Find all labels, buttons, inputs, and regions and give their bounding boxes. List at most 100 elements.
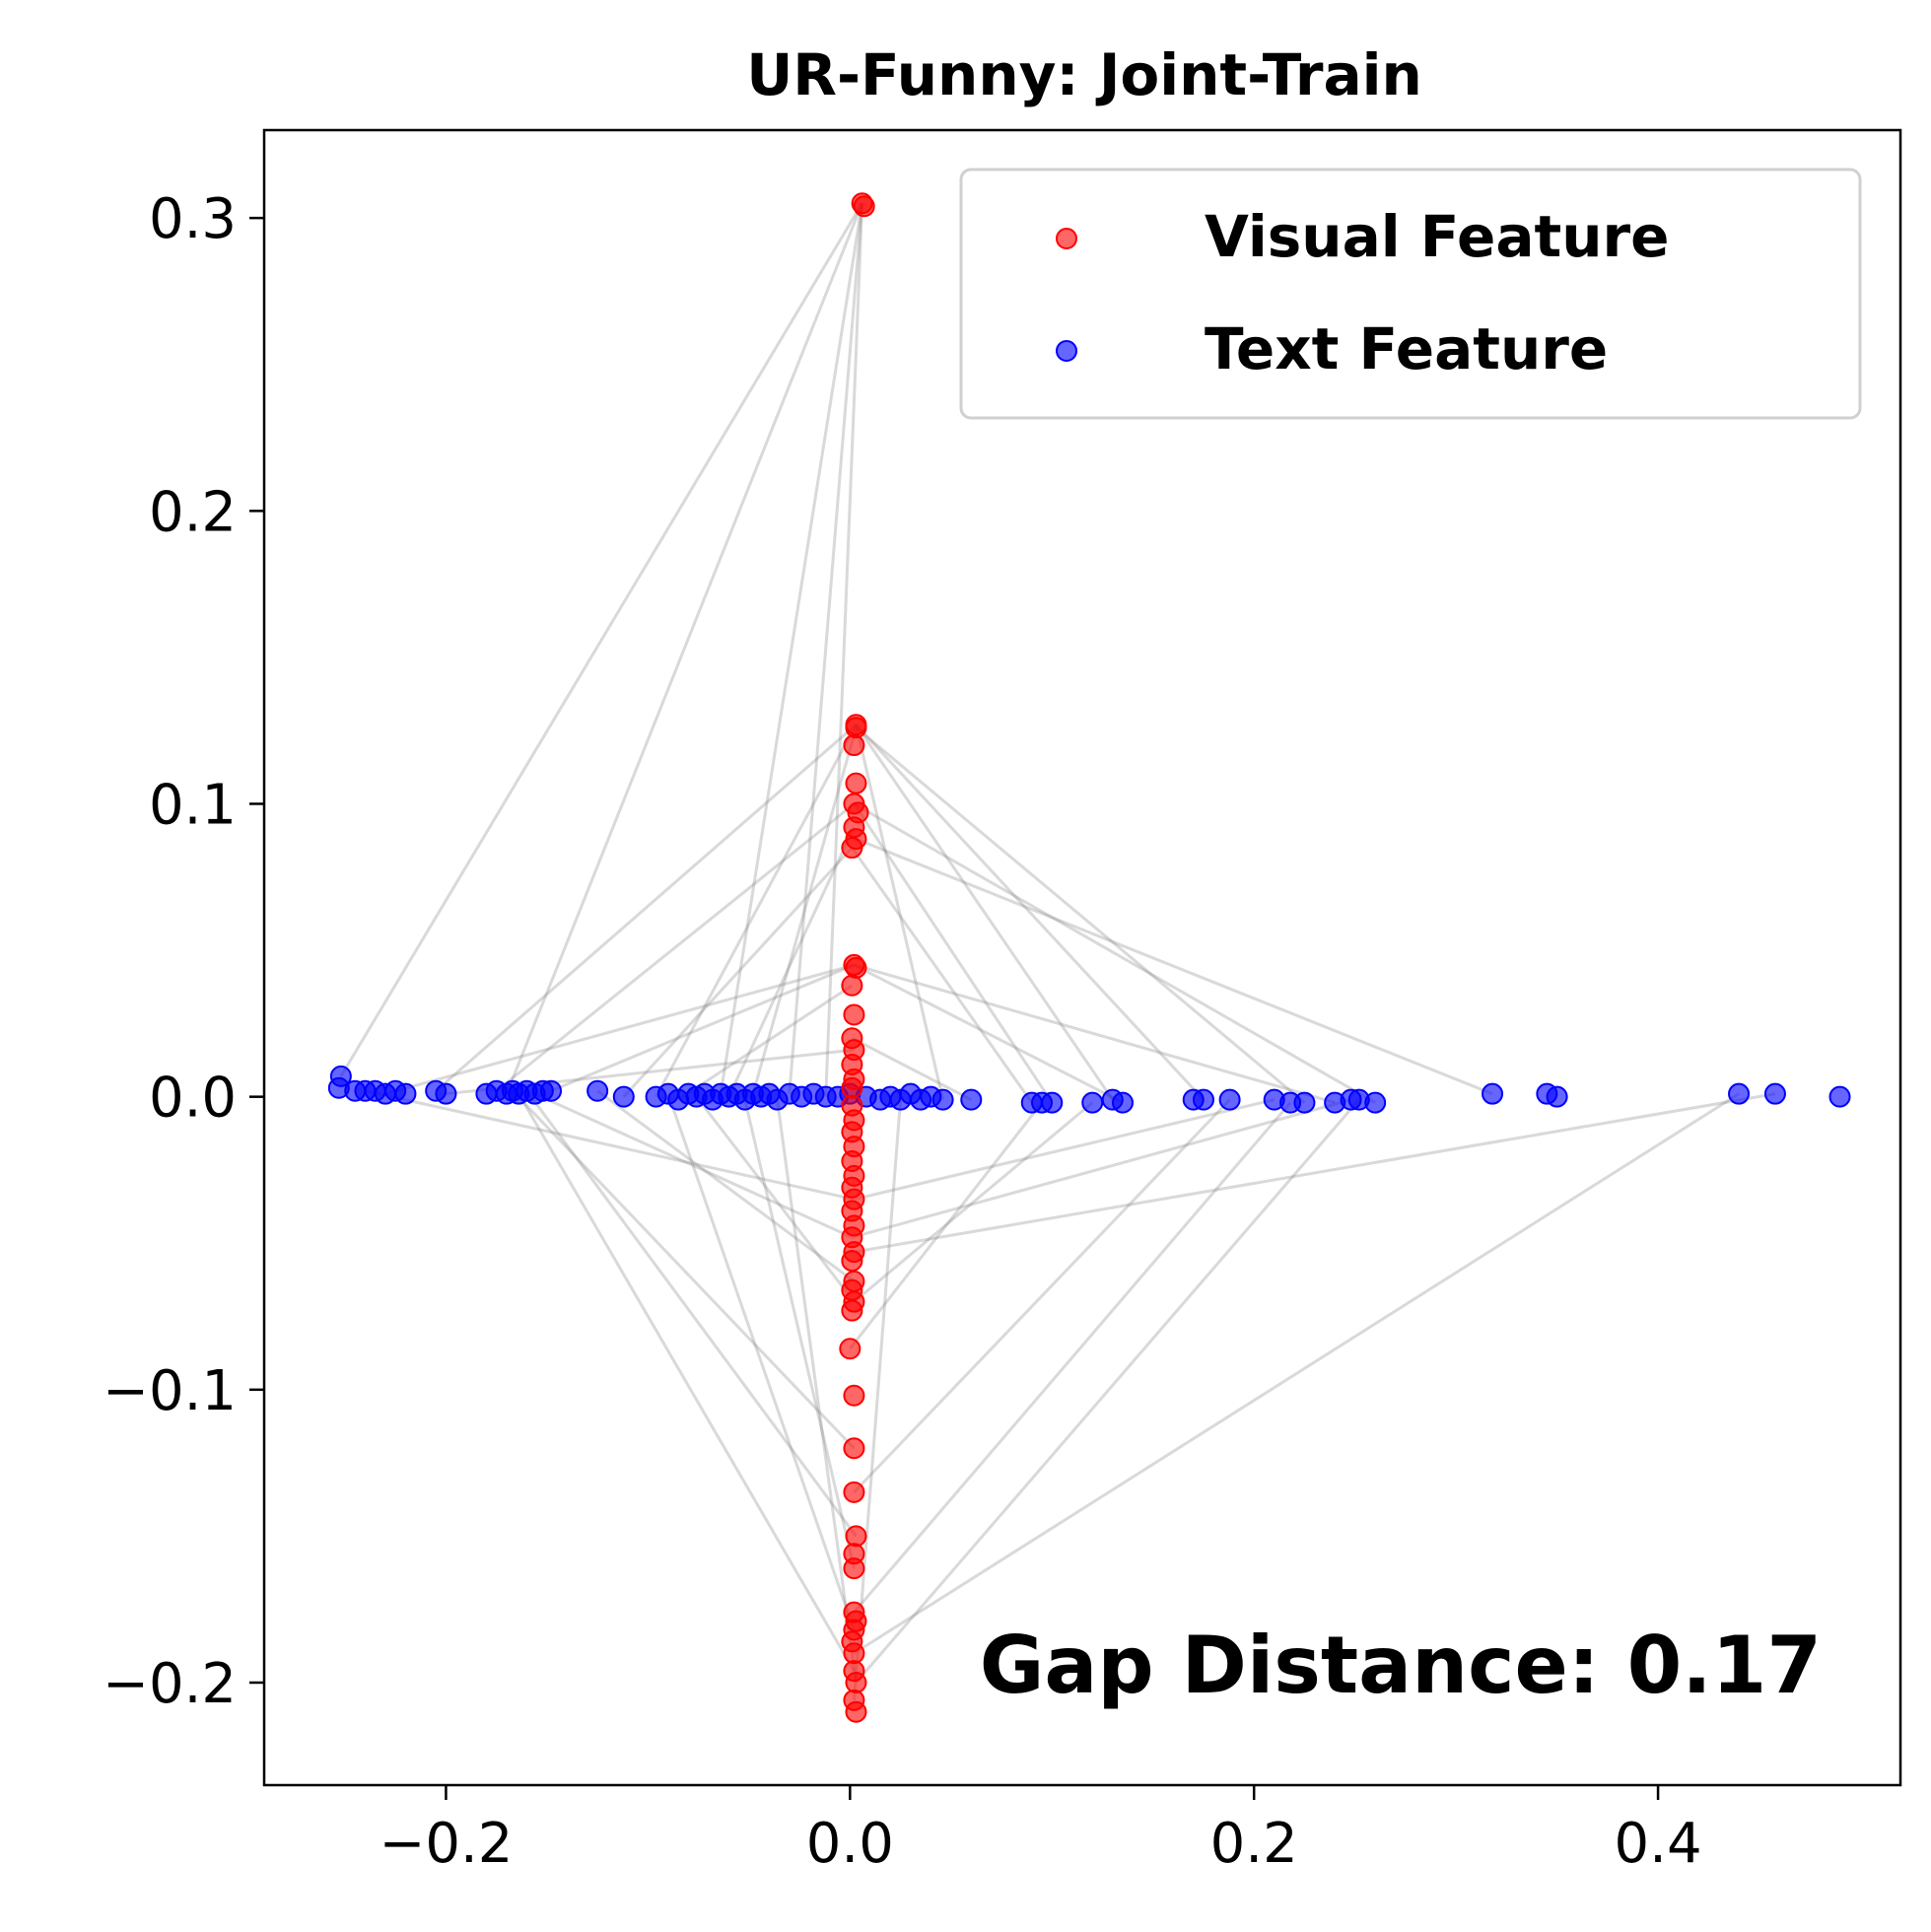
connecting-line-22 <box>854 963 1336 1105</box>
connecting-line-24 <box>851 1036 972 1101</box>
visual-feature-point-39 <box>843 1437 865 1460</box>
text-feature-point-7 <box>394 1082 417 1105</box>
connecting-line-35 <box>511 1089 856 1450</box>
visual-feature-point-14 <box>843 1003 865 1026</box>
connecting-line-30 <box>854 1092 1776 1254</box>
y-tick-label-1: −0.1 <box>103 1359 237 1423</box>
connecting-line-28 <box>533 1092 853 1239</box>
text-feature-point-19 <box>586 1079 609 1102</box>
y-tick-label-2: 0.0 <box>149 1067 237 1131</box>
visual-feature-point-5 <box>845 772 867 794</box>
connecting-line-31 <box>596 1089 856 1283</box>
connecting-line-10 <box>855 726 1306 1104</box>
connecting-line-14 <box>853 802 1376 1104</box>
connecting-line-12 <box>495 802 856 1092</box>
legend-marker-text <box>1056 340 1077 362</box>
connecting-line-34 <box>849 1101 1044 1350</box>
connecting-line-42 <box>517 1092 856 1672</box>
connecting-line-45 <box>852 1099 903 1700</box>
text-feature-point-72 <box>1828 1085 1851 1108</box>
text-feature-point-67 <box>1482 1082 1504 1105</box>
chart-title: UR-Funny: Joint-Train <box>746 41 1422 108</box>
legend-frame <box>959 168 1862 420</box>
text-feature-point-9 <box>435 1082 457 1105</box>
visual-feature-point-3 <box>845 717 867 739</box>
visual-feature-point-37 <box>839 1338 862 1360</box>
visual-feature-point-10 <box>841 837 863 860</box>
legend: Visual Feature Text Feature <box>959 168 1862 420</box>
data-points <box>327 192 1851 1723</box>
text-feature-point-58 <box>1192 1088 1214 1111</box>
connecting-line-38 <box>743 1099 856 1569</box>
text-feature-point-66 <box>1364 1091 1387 1114</box>
text-feature-point-53 <box>1041 1091 1064 1114</box>
connecting-line-4 <box>824 203 864 1097</box>
connecting-line-8 <box>855 724 1114 1101</box>
visual-feature-point-1 <box>851 192 873 215</box>
connecting-line-5 <box>435 724 858 1092</box>
connecting-line-17 <box>855 837 1493 1096</box>
text-feature-point-69 <box>1546 1085 1568 1108</box>
connecting-line-3 <box>788 203 864 1094</box>
visual-feature-point-4 <box>843 734 865 757</box>
x-tick-label-2: 0.2 <box>1210 1812 1298 1876</box>
connecting-line-41 <box>853 1092 1740 1655</box>
axes: −0.2 0.0 0.2 0.4 −0.2 −0.1 0.0 0.1 0.2 0.3 <box>103 187 1702 1876</box>
connecting-line-39 <box>853 1101 1292 1614</box>
connecting-line-26 <box>365 1089 855 1202</box>
y-tick-label-0: −0.2 <box>103 1652 237 1716</box>
text-feature-point-50 <box>960 1088 983 1111</box>
text-feature-point-54 <box>1081 1091 1104 1114</box>
visual-feature-point-32 <box>841 1250 863 1273</box>
visual-feature-point-52 <box>845 1700 867 1723</box>
connecting-line-37 <box>525 1089 858 1538</box>
connecting-line-18 <box>726 826 856 1098</box>
text-feature-point-49 <box>931 1088 954 1111</box>
connecting-line-23 <box>677 984 854 1101</box>
visual-feature-point-40 <box>843 1481 865 1503</box>
gap-distance-annotation: Gap Distance: 0.17 <box>980 1620 1822 1711</box>
y-tick-label-3: 0.1 <box>149 773 237 837</box>
visual-feature-point-36 <box>841 1299 863 1322</box>
text-feature-point-71 <box>1763 1082 1786 1105</box>
visual-feature-point-12 <box>845 956 867 979</box>
connecting-line-32 <box>853 1101 1094 1303</box>
legend-label-text: Text Feature <box>1205 315 1608 382</box>
connecting-line-33 <box>695 1095 856 1303</box>
text-feature-point-20 <box>612 1085 635 1108</box>
legend-marker-visual <box>1056 228 1077 249</box>
visual-feature-point-50 <box>845 1671 867 1693</box>
connecting-line-0 <box>339 202 863 1077</box>
connecting-line-16 <box>851 847 1033 1104</box>
x-tick-label-3: 0.4 <box>1615 1812 1702 1876</box>
text-feature-point-18 <box>540 1079 563 1102</box>
text-feature-point-70 <box>1728 1082 1751 1105</box>
visual-feature-point-43 <box>843 1557 865 1580</box>
connecting-lines <box>339 202 1776 1700</box>
connecting-line-19 <box>384 963 855 1096</box>
connecting-line-20 <box>550 963 855 1093</box>
connecting-line-13 <box>853 802 1054 1104</box>
connecting-line-7 <box>855 724 945 1100</box>
connecting-line-43 <box>855 1098 1360 1684</box>
connecting-line-40 <box>666 1093 856 1630</box>
connecting-line-1 <box>505 202 864 1095</box>
y-tick-label-5: 0.3 <box>149 187 237 251</box>
visual-feature-point-41 <box>845 1525 867 1548</box>
connecting-line-6 <box>655 724 858 1098</box>
connecting-line-21 <box>853 963 1124 1104</box>
connecting-line-29 <box>851 1098 1351 1239</box>
x-tick-label-1: 0.0 <box>806 1812 894 1876</box>
connecting-line-2 <box>719 203 864 1094</box>
text-feature-point-59 <box>1218 1088 1241 1111</box>
plot-frame <box>262 128 1902 1787</box>
visual-feature-point-38 <box>843 1384 865 1407</box>
text-feature-point-62 <box>1293 1091 1316 1114</box>
text-feature-point-56 <box>1111 1091 1134 1114</box>
connecting-line-15 <box>622 847 854 1098</box>
connecting-line-36 <box>853 1098 1231 1493</box>
x-tick-label-0: −0.2 <box>379 1812 513 1876</box>
legend-label-visual: Visual Feature <box>1205 203 1669 270</box>
y-tick-label-4: 0.2 <box>149 480 237 544</box>
